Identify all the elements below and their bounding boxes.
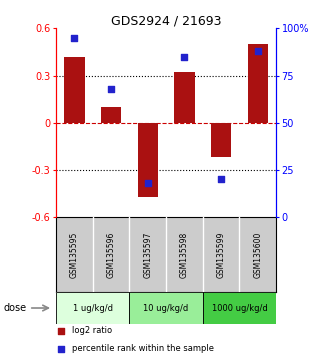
Bar: [101, 107, 121, 123]
Bar: [203, 292, 276, 324]
Text: GSM135595: GSM135595: [70, 232, 79, 278]
Text: percentile rank within the sample: percentile rank within the sample: [72, 344, 213, 353]
Point: [72, 35, 77, 41]
Text: GSM135597: GSM135597: [143, 232, 152, 278]
Bar: [174, 73, 195, 123]
Text: GSM135600: GSM135600: [253, 232, 262, 278]
Point: [145, 181, 150, 186]
Title: GDS2924 / 21693: GDS2924 / 21693: [111, 14, 221, 27]
Text: 1000 ug/kg/d: 1000 ug/kg/d: [212, 303, 267, 313]
Text: log2 ratio: log2 ratio: [72, 326, 112, 335]
Point: [182, 54, 187, 59]
Bar: [129, 292, 203, 324]
Bar: [56, 292, 129, 324]
Text: dose: dose: [3, 303, 26, 313]
Text: GSM135599: GSM135599: [217, 232, 226, 278]
Bar: [248, 44, 268, 123]
Bar: [211, 123, 231, 158]
Text: 10 ug/kg/d: 10 ug/kg/d: [143, 303, 189, 313]
Text: 1 ug/kg/d: 1 ug/kg/d: [73, 303, 113, 313]
Bar: [138, 123, 158, 197]
Text: GSM135596: GSM135596: [107, 232, 116, 278]
Point: [255, 48, 260, 54]
Text: GSM135598: GSM135598: [180, 232, 189, 278]
Point: [108, 86, 114, 92]
Point: [219, 177, 224, 182]
Bar: [65, 57, 84, 123]
Point: [58, 346, 63, 352]
Point: [58, 328, 63, 333]
